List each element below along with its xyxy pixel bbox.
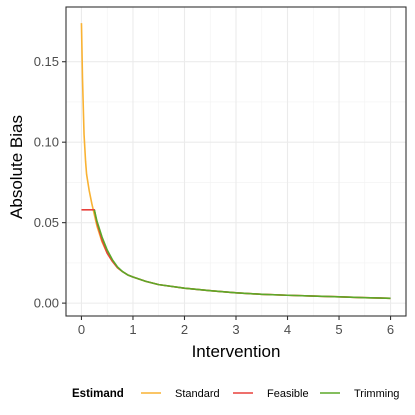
x-tick-label: 0: [78, 322, 85, 337]
x-tick-label: 5: [335, 322, 342, 337]
y-tick-label: 0.10: [34, 135, 59, 150]
legend-label-feasible: Feasible: [267, 388, 309, 400]
y-axis-title: Absolute Bias: [7, 115, 26, 219]
y-tick-label: 0.00: [34, 296, 59, 311]
y-tick-label: 0.15: [34, 54, 59, 69]
series-layer: [80, 23, 391, 300]
legend-label-trimming: Trimming: [354, 388, 399, 400]
series-line-trimming: [93, 209, 391, 300]
legend-label-standard: Standard: [175, 388, 220, 400]
x-tick-label: 2: [181, 322, 188, 337]
axes-layer: 0 1 2 3 4 5 6 0.00 0.05 0.10 0.15: [34, 6, 407, 337]
x-axis-title: Intervention: [192, 342, 281, 361]
plot-panel: [66, 7, 406, 316]
x-tick-label: 4: [284, 322, 291, 337]
legend-title: Estimand: [72, 388, 124, 400]
x-tick-label: 1: [129, 322, 136, 337]
x-tick-label: 6: [387, 322, 394, 337]
x-tick-label: 3: [232, 322, 239, 337]
legend: Estimand Standard Feasible Trimming: [72, 388, 399, 400]
y-tick-label: 0.05: [34, 215, 59, 230]
